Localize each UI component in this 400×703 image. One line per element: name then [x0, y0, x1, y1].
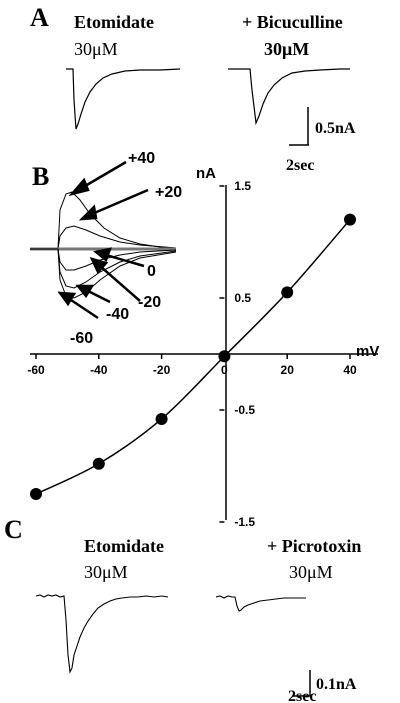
panel-c-right-conc-label: 30μM — [289, 562, 333, 582]
inset-label-minus20: -20 — [138, 294, 161, 311]
y-tick-label: 1.5 — [234, 179, 251, 193]
inset-trace-plus20 — [30, 225, 177, 250]
x-tick-label: 0 — [221, 363, 228, 377]
y-tick-marks — [219, 185, 225, 523]
iv-plot: -60 -40 -20 0 20 40 1.5 0.5 -0.5 -1.5 mV nA — [27, 165, 379, 529]
inset-traces — [30, 191, 177, 299]
inset-arrows — [57, 160, 149, 320]
inset-label-plus40: +40 — [128, 150, 155, 167]
panel-a-right-trace — [228, 68, 350, 126]
panel-a-left-drug-label: Etomidate — [74, 12, 154, 32]
data-points — [30, 213, 356, 500]
data-point — [30, 488, 42, 500]
x-tick-label: -20 — [153, 363, 171, 377]
panel-c-letter: C — [4, 515, 23, 544]
panel-a-scale-current: 0.5nA — [315, 120, 356, 137]
data-point — [281, 286, 294, 299]
y-tick-label: -0.5 — [234, 403, 255, 417]
inset-label-0: 0 — [147, 263, 156, 280]
x-tick-marks — [35, 354, 351, 359]
panel-c-left-conc-label: 30μM — [84, 562, 128, 582]
panel-b-letter: B — [32, 162, 49, 191]
panel-c-scale-time: 2sec — [288, 688, 316, 703]
iv-fit-curve — [35, 219, 351, 495]
inset-label-minus60: -60 — [70, 330, 93, 347]
x-tick-label: -60 — [27, 363, 45, 377]
panel-c-left-drug-label: Etomidate — [84, 536, 164, 556]
panel-c-right-trace — [215, 595, 306, 612]
data-point — [155, 412, 168, 425]
panel-a-left-trace — [66, 68, 181, 130]
panel-a-scale-time: 2sec — [286, 157, 314, 174]
y-tick-label: 0.5 — [234, 291, 251, 305]
x-tick-label: 40 — [343, 363, 357, 377]
panel-c-left-trace — [35, 594, 169, 674]
inset-label-minus40: -40 — [106, 306, 129, 323]
panel-c-scale-bar: 0.1nA 2sec — [288, 670, 357, 703]
panel-a-left-conc-label: 30μM — [74, 39, 118, 59]
inset-trace-plus40 — [30, 191, 177, 250]
panel-a-right-conc-label: 30μM — [264, 39, 309, 59]
x-tick-label: 20 — [281, 363, 295, 377]
y-tick-label: -1.5 — [234, 515, 255, 529]
panel-a-right-drug-label: + Bicuculline — [242, 12, 343, 32]
panel-a-scale-bar: 0.5nA 2sec — [286, 107, 356, 174]
x-tick-labels: -60 -40 -20 0 20 40 — [27, 363, 357, 377]
inset-label-plus20: +20 — [155, 184, 182, 201]
data-point — [218, 350, 231, 363]
y-tick-labels: 1.5 0.5 -0.5 -1.5 — [234, 179, 255, 529]
x-axis-label: mV — [356, 343, 379, 360]
x-tick-label: -40 — [90, 363, 108, 377]
panel-c-right-drug-label: + Picrotoxin — [267, 536, 361, 556]
data-point — [344, 213, 356, 226]
panel-c-scale-current: 0.1nA — [316, 676, 357, 693]
panel-a-letter: A — [30, 3, 49, 32]
y-axis-label: nA — [196, 165, 216, 182]
data-point — [92, 457, 105, 470]
